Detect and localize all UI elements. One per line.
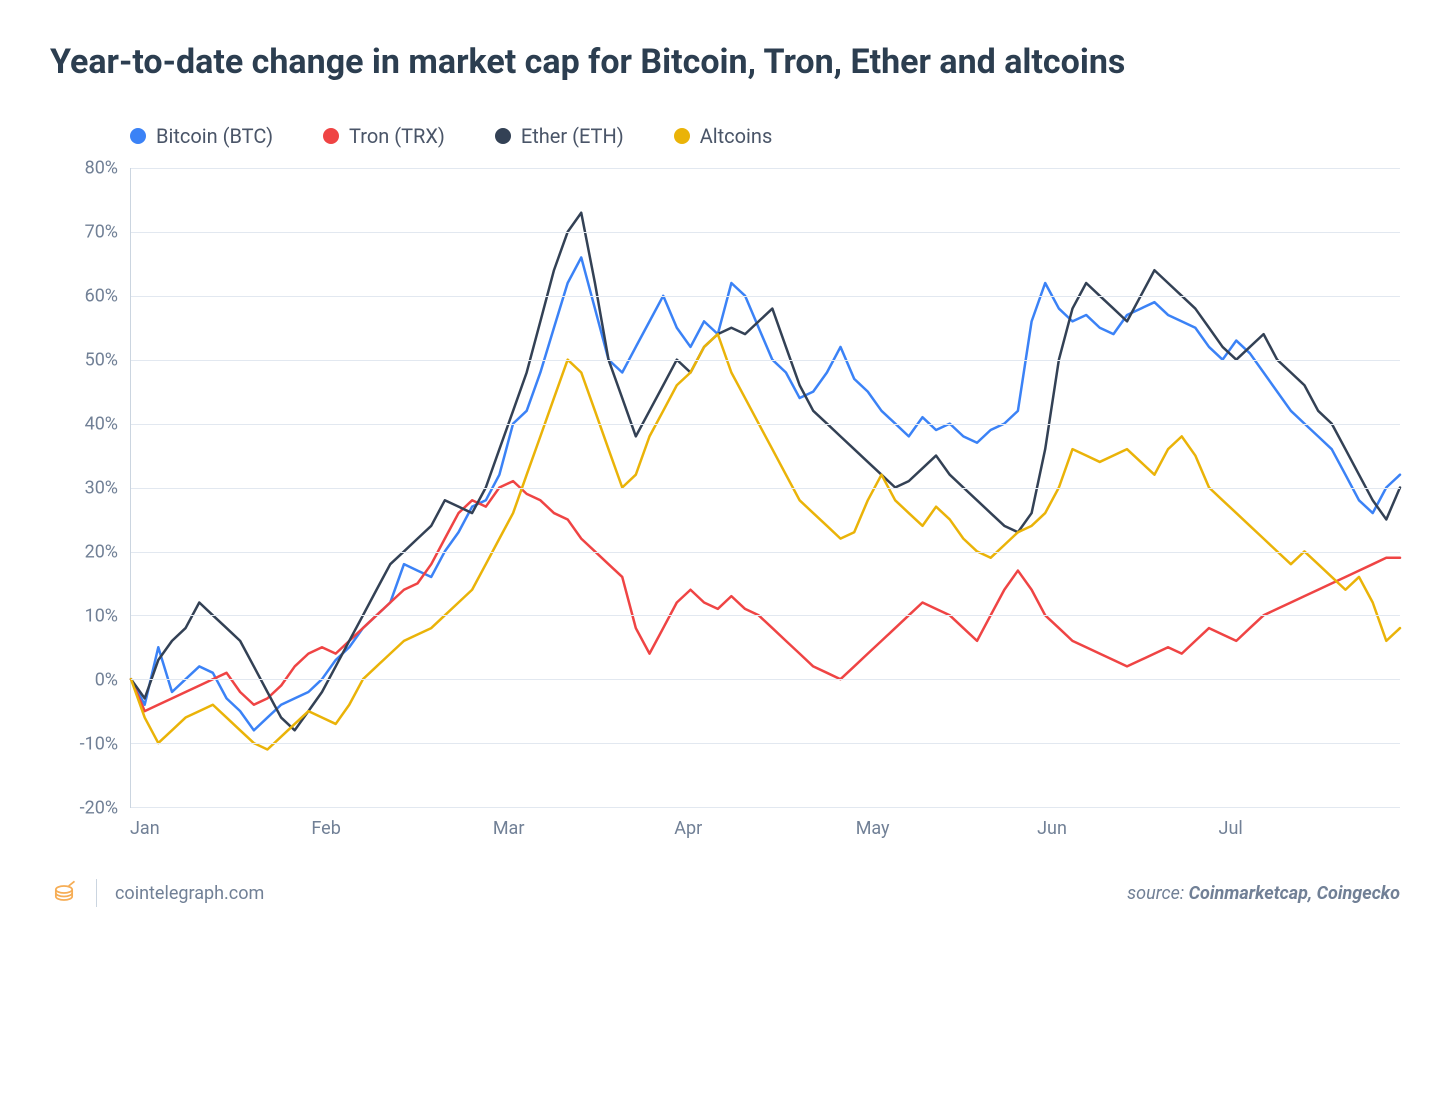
- chart-footer: cointelegraph.com source: Coinmarketcap,…: [50, 879, 1400, 907]
- x-tick-label: Mar: [493, 818, 674, 839]
- x-tick-label: Jan: [130, 818, 311, 839]
- y-axis: -20%-10%0%10%20%30%40%50%60%70%80%: [50, 168, 130, 808]
- y-tick-label: 40%: [85, 414, 118, 435]
- plot-wrapper: -20%-10%0%10%20%30%40%50%60%70%80%: [50, 168, 1400, 808]
- plot-area: [130, 168, 1400, 808]
- y-tick-label: 20%: [85, 542, 118, 563]
- footer-left: cointelegraph.com: [50, 879, 264, 907]
- x-axis: JanFebMarAprMayJunJul: [130, 818, 1400, 839]
- gridline: [131, 296, 1400, 297]
- x-tick-label: Jul: [1219, 818, 1400, 839]
- y-tick-label: -20%: [80, 798, 118, 819]
- x-tick-label: Feb: [311, 818, 492, 839]
- y-tick-label: 10%: [85, 606, 118, 627]
- chart-container: Year-to-date change in market cap for Bi…: [50, 40, 1400, 907]
- legend-dot-icon: [130, 128, 146, 144]
- gridline: [131, 615, 1400, 616]
- legend-item: Ether (ETH): [495, 124, 624, 148]
- gridline: [131, 168, 1400, 169]
- y-tick-label: 80%: [85, 158, 118, 179]
- y-tick-label: 50%: [85, 350, 118, 371]
- legend-dot-icon: [495, 128, 511, 144]
- gridline: [131, 552, 1400, 553]
- footer-source: source: Coinmarketcap, Coingecko: [1127, 883, 1400, 904]
- gridline: [131, 743, 1400, 744]
- legend-label: Ether (ETH): [521, 124, 624, 148]
- legend-label: Bitcoin (BTC): [156, 124, 273, 148]
- footer-source-name: Coinmarketcap, Coingecko: [1189, 883, 1400, 904]
- gridline: [131, 360, 1400, 361]
- series-line: [131, 334, 1400, 749]
- series-line: [131, 481, 1400, 711]
- footer-source-label: source:: [1127, 883, 1188, 904]
- gridline: [131, 807, 1400, 808]
- legend-label: Tron (TRX): [349, 124, 445, 148]
- footer-divider: [96, 879, 97, 907]
- legend-dot-icon: [323, 128, 339, 144]
- legend-label: Altcoins: [700, 124, 773, 148]
- legend-item: Bitcoin (BTC): [130, 124, 273, 148]
- gridline: [131, 232, 1400, 233]
- legend-item: Altcoins: [674, 124, 773, 148]
- y-tick-label: 60%: [85, 286, 118, 307]
- y-tick-label: 0%: [95, 670, 118, 691]
- y-tick-label: 70%: [85, 222, 118, 243]
- y-tick-label: 30%: [85, 478, 118, 499]
- x-tick-label: Jun: [1037, 818, 1218, 839]
- gridline: [131, 679, 1400, 680]
- chart-title: Year-to-date change in market cap for Bi…: [50, 40, 1400, 84]
- x-tick-label: Apr: [674, 818, 855, 839]
- legend-dot-icon: [674, 128, 690, 144]
- series-line: [131, 213, 1400, 731]
- cointelegraph-logo-icon: [50, 879, 78, 907]
- footer-site-label: cointelegraph.com: [115, 883, 264, 904]
- x-tick-label: May: [856, 818, 1037, 839]
- legend-item: Tron (TRX): [323, 124, 445, 148]
- chart-legend: Bitcoin (BTC) Tron (TRX) Ether (ETH) Altcoi…: [50, 114, 1400, 168]
- gridline: [131, 424, 1400, 425]
- y-tick-label: -10%: [80, 734, 118, 755]
- gridline: [131, 488, 1400, 489]
